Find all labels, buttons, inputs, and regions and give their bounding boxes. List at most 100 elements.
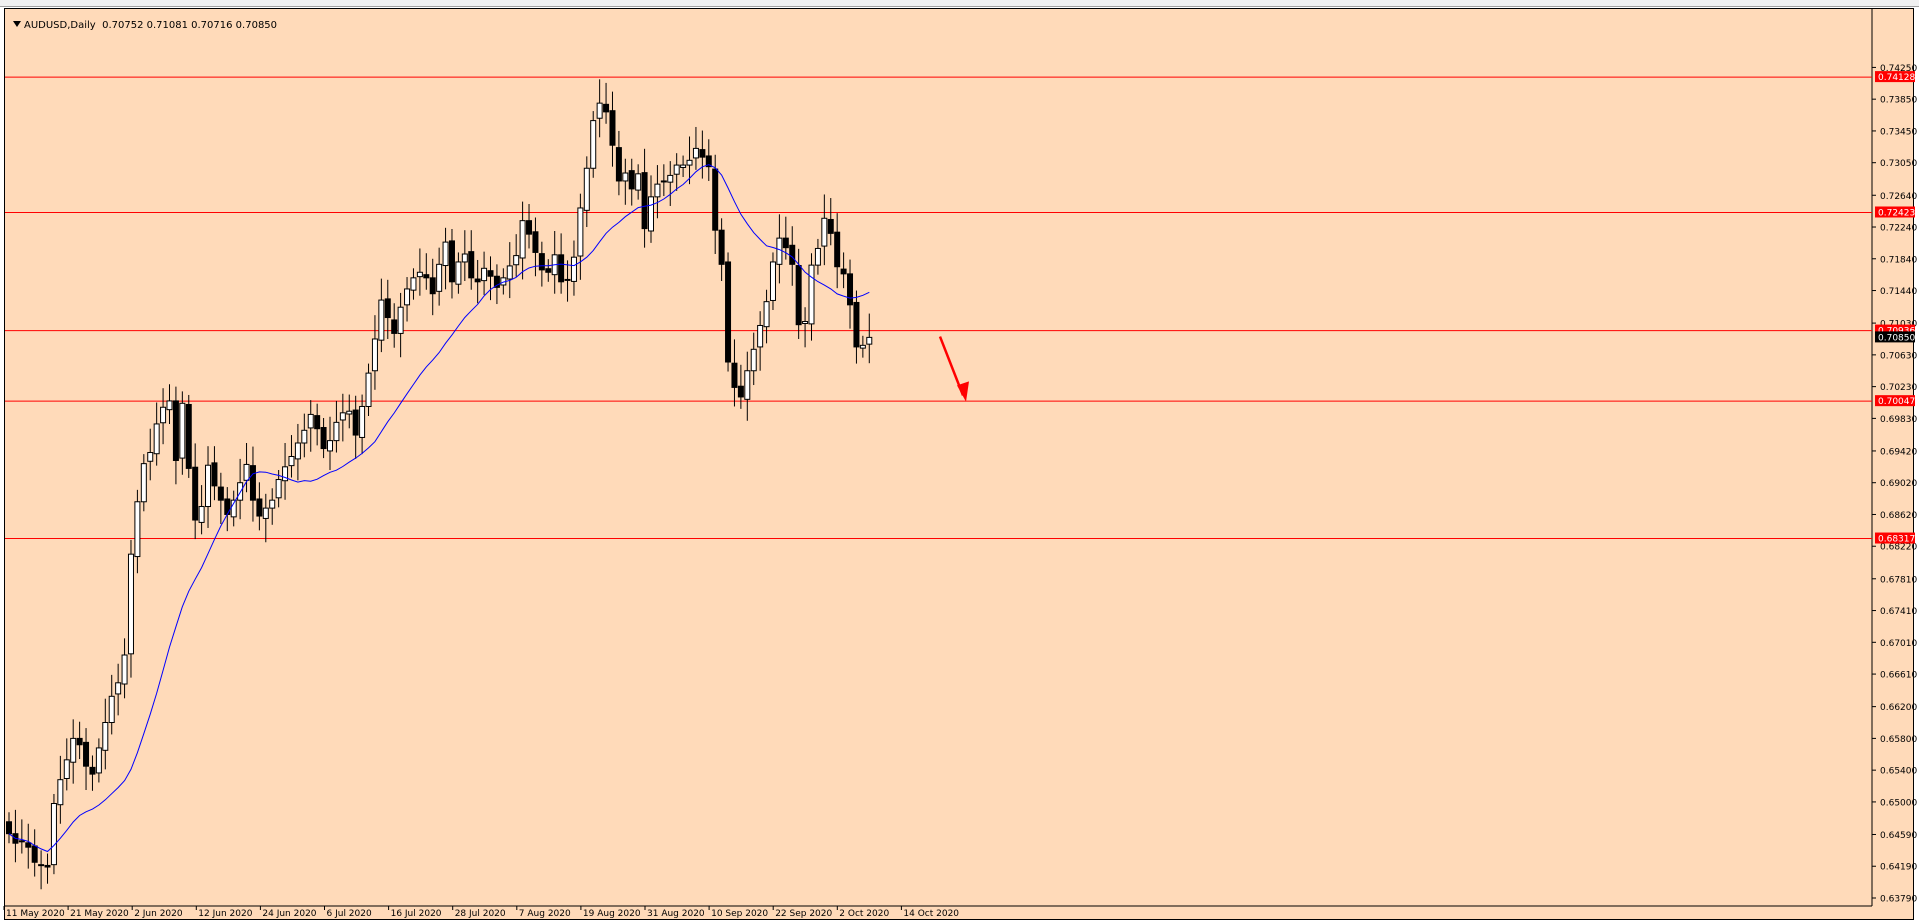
candle-bear xyxy=(737,385,744,398)
candle-bear xyxy=(827,218,834,234)
candle-bull xyxy=(859,344,866,349)
candle-bull xyxy=(769,261,776,301)
candle-bull xyxy=(686,159,693,166)
candle-bear xyxy=(609,110,616,146)
candle-bear xyxy=(256,498,263,517)
candle-bear xyxy=(211,462,218,487)
x-tick-label: 10 Sep 2020 xyxy=(711,909,768,919)
candle-bull xyxy=(802,321,809,324)
candle-bull xyxy=(50,803,57,866)
candle-bull xyxy=(660,180,667,183)
candle-bull xyxy=(590,120,597,169)
candle-bear xyxy=(641,172,648,230)
candle-bull xyxy=(455,261,462,285)
candle-bear xyxy=(795,265,802,326)
level-price-label: 0.68317 xyxy=(1878,535,1915,545)
candle-bear xyxy=(185,403,192,469)
level-price-label: 0.72423 xyxy=(1878,208,1915,218)
candle-bull xyxy=(160,406,167,424)
moving-average-line xyxy=(8,164,870,853)
x-tick-label: 11 May 2020 xyxy=(6,909,65,919)
candle-bear xyxy=(89,766,96,775)
candle-bull xyxy=(378,299,385,341)
candle-bear xyxy=(725,261,732,363)
candle-bull xyxy=(583,167,590,211)
candle-bull xyxy=(262,507,269,519)
candle-bear xyxy=(615,147,622,182)
candle-bear xyxy=(545,268,552,273)
candle-bull xyxy=(750,348,757,372)
y-tick-label: 0.68220 xyxy=(1880,543,1917,553)
candle-bull xyxy=(269,499,276,509)
ohlc-values: 0.70752 0.71081 0.70716 0.70850 xyxy=(102,20,278,31)
y-tick-label: 0.65000 xyxy=(1880,798,1917,808)
candle-bull xyxy=(654,183,661,198)
candle-bull xyxy=(622,172,629,182)
symbol-period: AUDUSD,Daily xyxy=(24,20,96,31)
candle-bear xyxy=(731,362,738,388)
level-price-label: 0.74128 xyxy=(1878,73,1915,83)
candle-bear xyxy=(558,254,565,283)
candle-bull xyxy=(333,421,340,442)
dropdown-triangle-icon[interactable] xyxy=(13,21,21,27)
candle-bull xyxy=(140,463,147,503)
y-tick-label: 0.66610 xyxy=(1880,671,1917,681)
candle-bear xyxy=(423,274,430,279)
candle-bull xyxy=(648,196,654,232)
window-top-bar xyxy=(0,0,1919,7)
candle-bear xyxy=(712,168,719,231)
candle-bear xyxy=(468,251,475,279)
y-tick-label: 0.66200 xyxy=(1880,703,1917,713)
candle-bull xyxy=(757,324,764,348)
candle-bull xyxy=(814,247,821,266)
candle-bull xyxy=(481,267,488,282)
candle-bull xyxy=(339,412,346,421)
candle-bear xyxy=(628,170,635,190)
candle-bull xyxy=(153,423,160,455)
candle-bear xyxy=(249,465,256,501)
level-price-tag xyxy=(1875,532,1915,544)
candle-bull xyxy=(577,207,584,257)
candle-bull xyxy=(63,759,70,779)
candle-bull xyxy=(121,654,128,685)
level-price-tag xyxy=(1875,206,1915,218)
x-tick-label: 28 Jul 2020 xyxy=(455,909,506,919)
candle-bear xyxy=(847,273,854,306)
candle-bull xyxy=(404,288,411,306)
x-tick-label: 7 Aug 2020 xyxy=(519,909,571,919)
candle-bull xyxy=(461,253,468,263)
y-tick-label: 0.64590 xyxy=(1880,831,1917,841)
candle-bull xyxy=(179,402,186,459)
down-arrow-head-icon xyxy=(957,381,969,402)
candle-bear xyxy=(718,229,725,265)
x-tick-label: 31 Aug 2020 xyxy=(647,909,705,919)
x-tick-label: 21 May 2020 xyxy=(70,909,129,919)
y-tick-label: 0.73450 xyxy=(1880,127,1917,137)
level-price-tag xyxy=(1875,395,1915,407)
candle-bull xyxy=(127,553,134,655)
current-price-label: 0.70850 xyxy=(1878,333,1915,343)
candle-bull xyxy=(821,217,828,247)
candle-bull xyxy=(744,370,751,400)
candle-bull xyxy=(134,501,141,558)
candle-bear xyxy=(83,741,90,767)
y-tick-label: 0.71840 xyxy=(1880,255,1917,265)
candle-bear xyxy=(320,427,327,450)
candle-bear xyxy=(384,298,391,319)
candle-bear xyxy=(352,409,359,436)
chart-area[interactable]: AUDUSD,Daily 0.70752 0.71081 0.70716 0.7… xyxy=(4,8,1914,920)
y-tick-label: 0.74250 xyxy=(1880,64,1917,74)
candle-bull xyxy=(102,722,109,751)
candle-bull xyxy=(243,463,250,481)
chart-symbol-label: AUDUSD,Daily 0.70752 0.71081 0.70716 0.7… xyxy=(13,20,277,31)
candle-bull xyxy=(680,164,687,168)
candle-bull xyxy=(776,237,783,265)
y-tick-label: 0.69830 xyxy=(1880,415,1917,425)
candle-bull xyxy=(667,174,674,183)
candle-bull xyxy=(346,410,353,415)
y-tick-label: 0.72640 xyxy=(1880,192,1917,202)
candle-bull xyxy=(596,102,603,119)
candle-bear xyxy=(493,275,500,288)
level-price-label: 0.70047 xyxy=(1878,397,1915,407)
